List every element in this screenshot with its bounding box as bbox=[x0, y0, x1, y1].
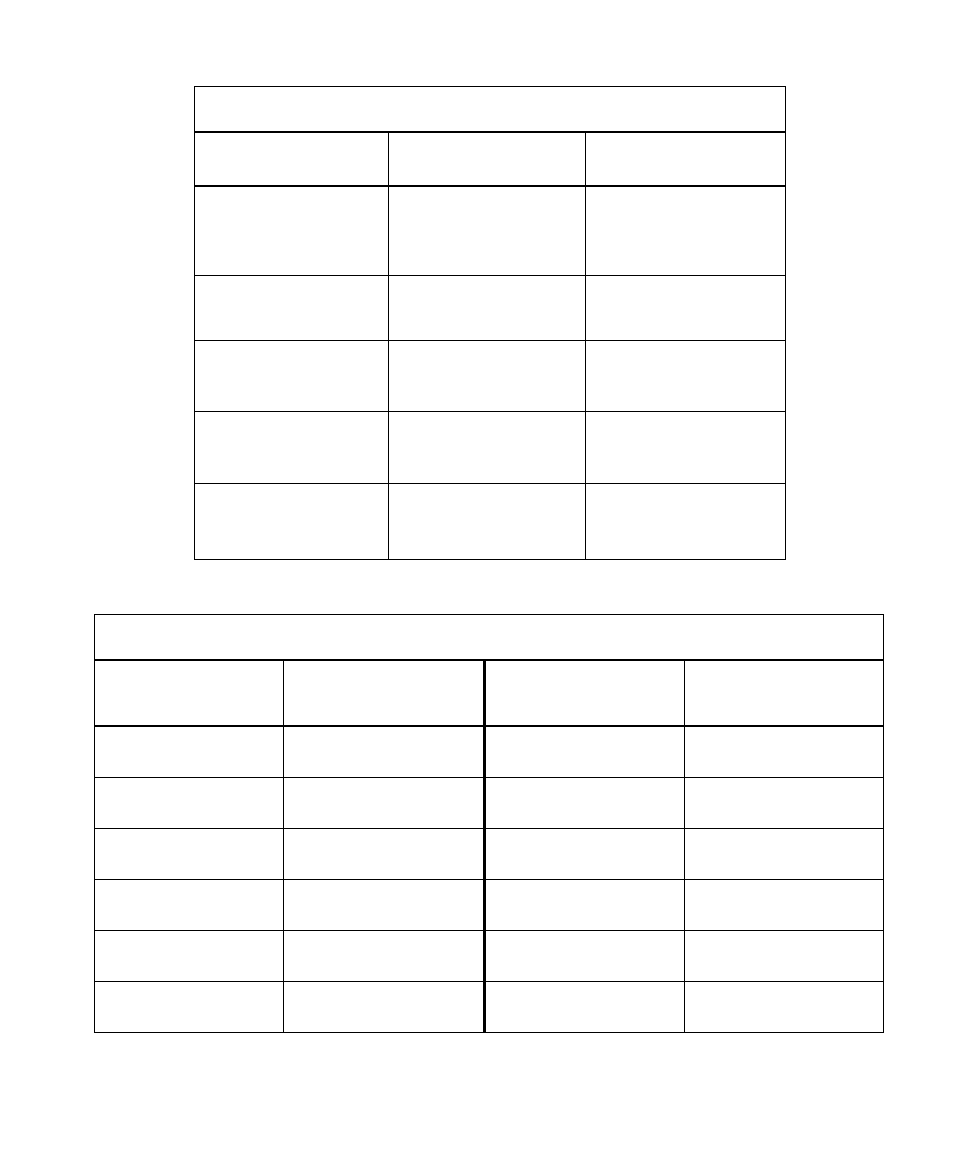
table-cell bbox=[195, 484, 389, 560]
table-cell bbox=[284, 778, 484, 829]
table-2-header-0 bbox=[95, 660, 284, 726]
table-cell bbox=[284, 726, 484, 778]
table-cell bbox=[388, 186, 586, 276]
table-cell bbox=[684, 726, 883, 778]
table-1-title-cell bbox=[195, 87, 786, 133]
table-cell bbox=[388, 484, 586, 560]
table-row bbox=[95, 880, 884, 931]
table-cell bbox=[684, 982, 883, 1033]
table-cell bbox=[388, 341, 586, 412]
table-row bbox=[95, 726, 884, 778]
table-2-header-1 bbox=[284, 660, 484, 726]
table-1-header-0 bbox=[195, 132, 389, 186]
table-cell bbox=[284, 829, 484, 880]
table-cell bbox=[484, 931, 684, 982]
table-cell bbox=[586, 412, 786, 484]
table-row bbox=[95, 931, 884, 982]
table-cell bbox=[586, 484, 786, 560]
table-cell bbox=[684, 829, 883, 880]
table-1 bbox=[194, 86, 786, 560]
table-cell bbox=[95, 829, 284, 880]
table-cell bbox=[388, 412, 586, 484]
table-2-title-cell bbox=[95, 615, 884, 661]
table-cell bbox=[484, 880, 684, 931]
table-2-title-row bbox=[95, 615, 884, 661]
table-cell bbox=[284, 880, 484, 931]
table-row bbox=[195, 341, 786, 412]
table-row bbox=[95, 982, 884, 1033]
table-1-header-1 bbox=[388, 132, 586, 186]
table-cell bbox=[95, 778, 284, 829]
table-2 bbox=[94, 614, 884, 1033]
table-1-header-2 bbox=[586, 132, 786, 186]
table-cell bbox=[195, 186, 389, 276]
table-1-title-row bbox=[195, 87, 786, 133]
page bbox=[0, 0, 954, 1159]
table-cell bbox=[95, 726, 284, 778]
table-row bbox=[195, 186, 786, 276]
table-row bbox=[95, 829, 884, 880]
table-cell bbox=[484, 829, 684, 880]
table-cell bbox=[95, 982, 284, 1033]
table-cell bbox=[95, 880, 284, 931]
table-cell bbox=[586, 276, 786, 341]
table-cell bbox=[195, 276, 389, 341]
table-2-header-row bbox=[95, 660, 884, 726]
table-cell bbox=[484, 778, 684, 829]
table-row bbox=[195, 276, 786, 341]
table-cell bbox=[484, 982, 684, 1033]
table-row bbox=[95, 778, 884, 829]
table-row bbox=[195, 484, 786, 560]
table-2-header-2 bbox=[484, 660, 684, 726]
table-cell bbox=[284, 931, 484, 982]
table-cell bbox=[195, 341, 389, 412]
table-cell bbox=[586, 186, 786, 276]
table-cell bbox=[586, 341, 786, 412]
table-cell bbox=[684, 880, 883, 931]
table-cell bbox=[484, 726, 684, 778]
table-cell bbox=[195, 412, 389, 484]
table-cell bbox=[684, 931, 883, 982]
table-cell bbox=[284, 982, 484, 1033]
table-cell bbox=[684, 778, 883, 829]
table-cell bbox=[95, 931, 284, 982]
table-2-header-3 bbox=[684, 660, 883, 726]
table-1-header-row bbox=[195, 132, 786, 186]
table-cell bbox=[388, 276, 586, 341]
table-row bbox=[195, 412, 786, 484]
